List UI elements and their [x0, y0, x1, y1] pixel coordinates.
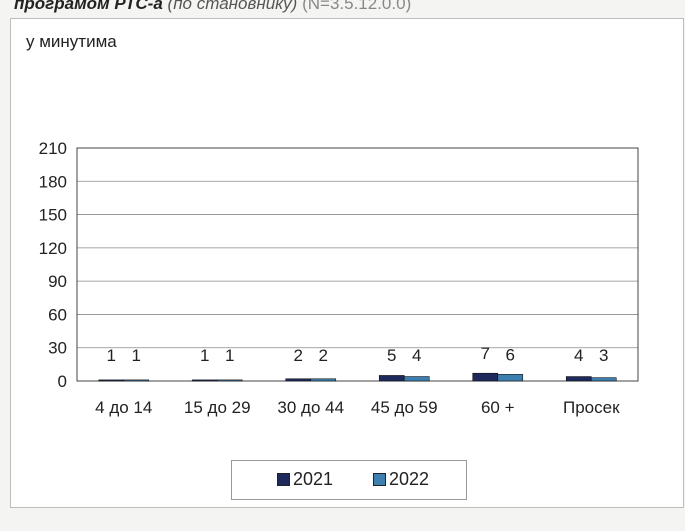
legend-label-2022: 2022 [389, 469, 430, 489]
data-label-2021: 2 [294, 346, 303, 365]
data-label-2022: 1 [225, 346, 234, 365]
x-tick-label: 15 до 29 [184, 398, 251, 417]
data-label-2022: 1 [132, 346, 141, 365]
y-tick-label: 150 [39, 206, 67, 225]
data-label-2022: 4 [412, 346, 421, 365]
bar-2021 [378, 375, 405, 382]
bar-2022 [403, 376, 430, 382]
chart-frame [10, 18, 684, 508]
x-tick-label: 30 до 44 [277, 398, 344, 417]
y-tick-label: 90 [48, 272, 67, 291]
data-label-2021: 1 [107, 346, 116, 365]
y-tick-label: 210 [39, 139, 67, 158]
header-bold-text: програмом РТС-а [14, 0, 163, 13]
bar-2021 [285, 378, 312, 382]
plot-area-border [76, 147, 639, 382]
data-label-2021: 5 [387, 346, 396, 365]
bar-2022 [590, 377, 617, 382]
legend-item-2021: 2021 [277, 469, 333, 490]
data-label-2022: 6 [506, 345, 515, 364]
y-tick-label: 30 [48, 339, 67, 358]
legend-item-2022: 2022 [373, 469, 429, 490]
legend-swatch-2022 [373, 473, 386, 486]
y-tick-label: 60 [48, 305, 67, 324]
bar-2022 [310, 378, 337, 382]
header-ref-text: (N=3.5.12.0.0) [302, 0, 412, 13]
data-label-2022: 3 [599, 346, 608, 365]
data-label-2021: 7 [481, 344, 490, 363]
bar-2022 [497, 374, 524, 382]
x-tick-label: 60 + [481, 398, 515, 417]
data-label-2021: 4 [574, 346, 583, 365]
legend-swatch-2021 [277, 473, 290, 486]
data-label-2021: 1 [200, 346, 209, 365]
legend-label-2021: 2021 [293, 469, 334, 489]
bar-2021 [98, 379, 125, 382]
y-tick-label: 0 [58, 372, 67, 391]
x-tick-label: 4 до 14 [95, 398, 152, 417]
data-label-2022: 2 [319, 346, 328, 365]
x-tick-label: Просек [563, 398, 620, 417]
bar-2021 [565, 376, 592, 382]
bar-2022 [123, 379, 150, 382]
bar-2021 [191, 379, 218, 382]
bar-2021 [472, 372, 499, 382]
y-tick-label: 120 [39, 239, 67, 258]
header-italic-text: (по становнику) [167, 0, 298, 13]
chart-legend: 2021 2022 [231, 460, 467, 500]
page-header: програмом РТС-а (по становнику) (N=3.5.1… [14, 0, 411, 14]
y-tick-label: 180 [39, 172, 67, 191]
bar-2022 [216, 379, 243, 382]
chart-unit-label: у минутима [26, 32, 117, 51]
x-tick-label: 45 до 59 [371, 398, 438, 417]
